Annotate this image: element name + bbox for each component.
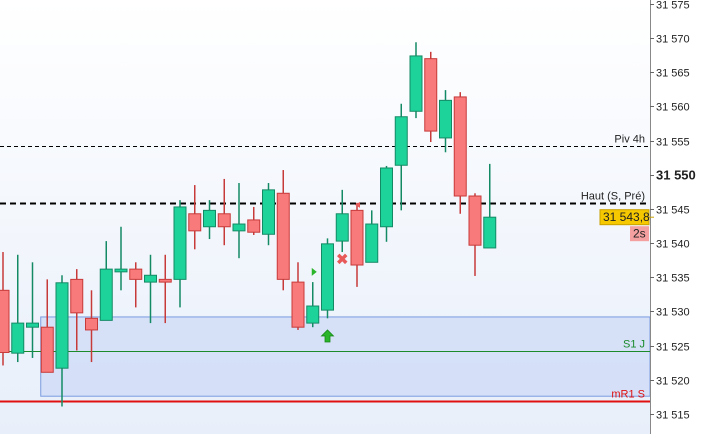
y-tick-label: 31 545 xyxy=(656,205,690,217)
candle-body-bearish xyxy=(0,289,10,353)
candle xyxy=(424,51,438,143)
candle-body-bullish xyxy=(365,223,379,263)
y-tick-label: 31 520 xyxy=(656,376,690,388)
candle xyxy=(483,163,497,249)
y-tick-label: 31 530 xyxy=(656,307,690,319)
countdown-label: 2s xyxy=(633,227,646,241)
support-zone xyxy=(40,316,651,397)
candle-body-bearish xyxy=(158,278,172,283)
candle xyxy=(439,90,452,153)
candle-body-bullish xyxy=(203,209,216,228)
candle xyxy=(262,183,275,246)
candle-body-bearish xyxy=(70,278,84,314)
candle-body-bullish xyxy=(26,322,39,328)
arrow-up-icon xyxy=(320,329,335,343)
y-tick-label: 31 560 xyxy=(656,102,690,114)
candle xyxy=(188,185,202,250)
y-tick-label: 31 540 xyxy=(656,239,690,251)
y-axis-background xyxy=(650,0,701,434)
candle-body-bearish xyxy=(217,213,231,228)
candle xyxy=(306,282,320,328)
candle xyxy=(232,183,246,259)
level-label: Haut (S, Pré) xyxy=(581,191,645,203)
candle xyxy=(99,241,113,321)
candle-body-bearish xyxy=(276,192,290,280)
candle xyxy=(203,200,216,240)
triangle-left-icon xyxy=(355,201,360,208)
y-tick-label: 31 575 xyxy=(656,0,690,12)
candle-body-bearish xyxy=(350,209,364,266)
candle xyxy=(276,170,290,291)
candle xyxy=(365,210,379,263)
candle xyxy=(26,262,39,358)
candle-body-bullish xyxy=(11,322,25,354)
y-tick-label: 31 550 xyxy=(656,168,696,183)
candle xyxy=(321,238,334,319)
candle-body-bullish xyxy=(173,206,187,280)
candle xyxy=(114,226,128,291)
y-tick-label: 31 525 xyxy=(656,342,690,354)
candle-body-bullish xyxy=(262,189,275,235)
level-label: S1 J xyxy=(623,339,645,351)
candle xyxy=(70,269,84,351)
candle-body-bullish xyxy=(409,55,423,112)
candle xyxy=(158,254,172,324)
candle xyxy=(144,254,157,324)
y-tick-label: 31 570 xyxy=(656,34,690,46)
candle-body-bearish xyxy=(40,326,54,373)
candle-body-bearish xyxy=(453,96,467,197)
candle-body-bearish xyxy=(129,268,143,280)
candle xyxy=(217,178,231,246)
candle xyxy=(129,262,143,308)
candle xyxy=(380,165,393,242)
y-tick-label: 31 515 xyxy=(656,410,690,422)
candle xyxy=(291,262,305,330)
candle-body-bearish xyxy=(291,281,305,328)
current-price-label: 31 543,8 xyxy=(603,210,650,224)
candle xyxy=(247,206,261,235)
candle-body-bullish xyxy=(321,243,334,311)
candle-body-bullish xyxy=(55,282,69,369)
candle-body-bullish xyxy=(380,167,393,228)
y-tick-label: 31 535 xyxy=(656,273,690,285)
level-label: mR1 S xyxy=(611,389,645,401)
candle xyxy=(40,279,54,373)
candle xyxy=(394,103,408,211)
candle xyxy=(409,42,423,119)
candle xyxy=(350,202,364,287)
candle xyxy=(468,193,482,276)
candle-body-bullish xyxy=(439,99,452,139)
candle-body-bullish xyxy=(114,268,128,273)
candle xyxy=(173,200,187,308)
candle-body-bearish xyxy=(424,58,438,132)
y-tick-label: 31 565 xyxy=(656,68,690,80)
cross-icon xyxy=(337,253,348,265)
candle-body-bullish xyxy=(483,216,497,249)
y-tick-label: 31 555 xyxy=(656,137,690,149)
candle-body-bullish xyxy=(99,268,113,321)
candle xyxy=(55,275,69,407)
candle xyxy=(453,92,467,214)
countdown-badge xyxy=(630,226,649,242)
candle-body-bullish xyxy=(335,213,349,242)
candle-body-bullish xyxy=(306,305,320,324)
candle-body-bullish xyxy=(394,116,408,166)
candle-body-bearish xyxy=(85,317,98,331)
triangle-right-icon xyxy=(311,267,317,276)
candle xyxy=(11,254,25,363)
candle-body-bullish xyxy=(232,223,246,232)
candle-body-bearish xyxy=(188,213,202,232)
level-label: Piv 4h xyxy=(614,134,645,146)
candle xyxy=(85,290,98,363)
candle-body-bullish xyxy=(144,274,157,283)
candle xyxy=(335,189,349,253)
candle-body-bearish xyxy=(247,219,261,233)
candle xyxy=(0,252,10,366)
candle-body-bearish xyxy=(468,195,482,246)
